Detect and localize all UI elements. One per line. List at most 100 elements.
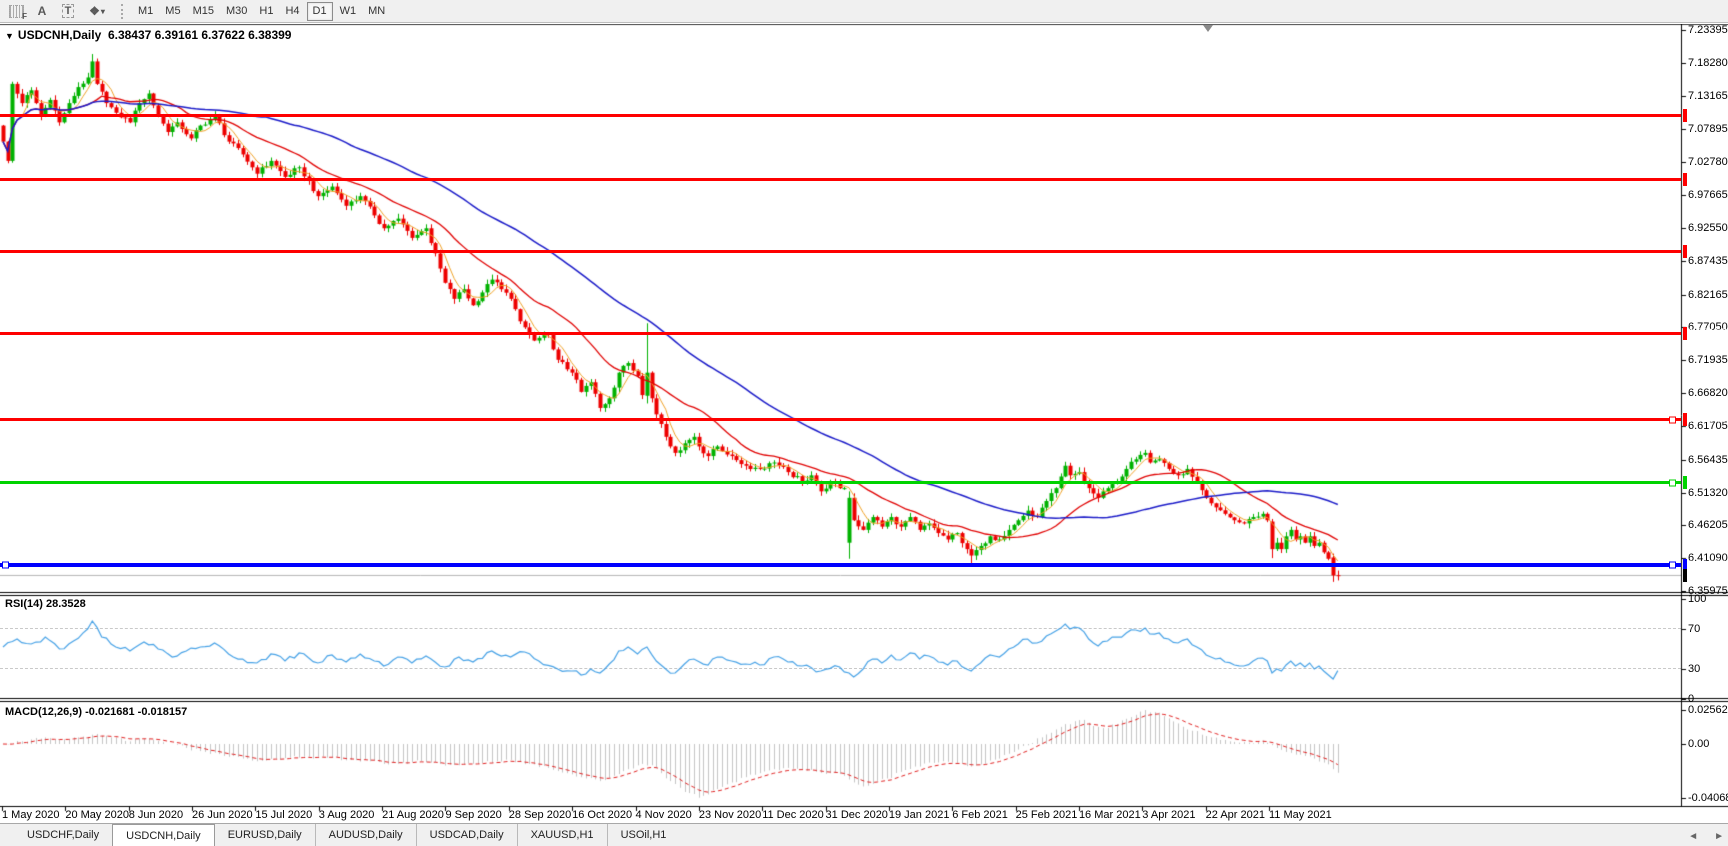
pane-resize-divider[interactable] bbox=[0, 590, 1728, 596]
timeframe-button-mn[interactable]: MN bbox=[368, 5, 386, 17]
date-axis-label: 20 May 2020 bbox=[65, 809, 129, 821]
price-axis-tick-label: 6.51320 bbox=[1688, 486, 1728, 499]
tab-scroll-right-icon[interactable]: ► bbox=[1714, 831, 1724, 842]
toolbar-grip-handle[interactable] bbox=[121, 3, 127, 19]
date-axis-label: 3 Apr 2021 bbox=[1142, 809, 1196, 821]
objects-grid-icon[interactable]: F bbox=[3, 2, 29, 21]
price-axis-tick-label: 7.23395 bbox=[1688, 24, 1728, 36]
shapes-glyph: ❖ bbox=[89, 4, 100, 18]
timeframe-button-m15[interactable]: M15 bbox=[192, 5, 214, 17]
collapse-chart-icon[interactable]: ▼ bbox=[5, 31, 14, 41]
timeframe-button-m5[interactable]: M5 bbox=[165, 5, 181, 17]
date-axis-label: 22 Apr 2021 bbox=[1205, 809, 1265, 821]
price-axis-tick-label: 6.92550 bbox=[1688, 221, 1728, 234]
text-box-glyph: T bbox=[61, 4, 75, 18]
price-axis-tick-label: 7.18280 bbox=[1688, 56, 1728, 69]
rsi-axis-label: 30 bbox=[1688, 663, 1701, 675]
date-axis-label: 21 Aug 2020 bbox=[382, 809, 444, 821]
timeframe-button-h1[interactable]: H1 bbox=[259, 5, 274, 17]
line-handle[interactable] bbox=[2, 561, 9, 569]
line-handle[interactable] bbox=[1669, 561, 1676, 569]
chart-tab-audusd[interactable]: AUDUSD,Daily bbox=[314, 824, 416, 846]
line-price-label: 7.00029 bbox=[1683, 173, 1727, 187]
price-axis-tick-label: 7.13165 bbox=[1688, 89, 1728, 102]
date-axis-label: 26 Jun 2020 bbox=[192, 809, 253, 821]
date-axis-label: 25 Feb 2021 bbox=[1015, 809, 1078, 821]
symbol-period-label: USDCNH,Daily bbox=[17, 28, 102, 42]
horizontal-level-line[interactable] bbox=[0, 114, 1681, 118]
chart-tab-usoil[interactable]: USOil,H1 bbox=[606, 824, 680, 846]
timeframe-toolbar: M1 M5 M15 M30 H1 H4 D1 W1 MN bbox=[133, 1, 390, 21]
ohlc-values: 6.38437 6.39161 6.37622 6.38399 bbox=[107, 28, 292, 42]
price-axis-tick-label: 7.07895 bbox=[1688, 123, 1728, 136]
timeframe-button-w1[interactable]: W1 bbox=[339, 5, 357, 17]
date-axis-label: 23 Nov 2020 bbox=[698, 809, 762, 821]
horizontal-level-line[interactable] bbox=[0, 331, 1681, 335]
date-axis-label: 11 Dec 2020 bbox=[762, 809, 824, 821]
date-axis-label: 16 Mar 2021 bbox=[1078, 809, 1141, 821]
date-axis-label: 15 Jul 2020 bbox=[255, 809, 313, 821]
price-axis-tick-label: 6.82165 bbox=[1688, 288, 1728, 301]
chart-tab-usdchf[interactable]: USDCHF,Daily bbox=[27, 829, 100, 841]
horizontal-level-line[interactable] bbox=[0, 479, 1681, 487]
price-axis-tick-label: 6.46205 bbox=[1688, 519, 1728, 532]
chart-shift-marker-icon[interactable] bbox=[1203, 25, 1213, 32]
text-box-icon[interactable]: T bbox=[55, 2, 81, 21]
timeframe-button-m30[interactable]: M30 bbox=[225, 5, 248, 17]
line-price-label: 6.76157 bbox=[1683, 326, 1727, 340]
price-axis-tick-label: 6.56435 bbox=[1688, 453, 1728, 466]
rsi-indicator-label: RSI(14) 28.3528 bbox=[5, 598, 86, 610]
macd-axis-label: -0.040687 bbox=[1688, 791, 1728, 804]
timeframe-button-m1[interactable]: M1 bbox=[138, 5, 154, 17]
macd-axis-label: 0.00 bbox=[1688, 738, 1710, 750]
date-axis-label: 11 May 2021 bbox=[1269, 809, 1332, 821]
price-axis-tick-label: 6.71935 bbox=[1688, 354, 1728, 367]
dropdown-arrow-icon[interactable]: ▾ bbox=[100, 6, 105, 16]
line-handle[interactable] bbox=[1669, 479, 1676, 487]
chart-tab-eurusd[interactable]: EURUSD,Daily bbox=[227, 829, 302, 841]
macd-indicator-label: MACD(12,26,9) -0.021681 -0.018157 bbox=[5, 706, 188, 718]
chart-tab-bar: USDCHF,Daily USDCNH,Daily EURUSD,Daily AUDU… bbox=[0, 823, 1728, 846]
timeframe-button-h4[interactable]: H4 bbox=[285, 5, 300, 17]
rsi-axis-label: 70 bbox=[1688, 623, 1701, 635]
line-price-label: 6.62646 bbox=[1683, 413, 1727, 427]
pane-resize-divider[interactable] bbox=[0, 697, 1728, 703]
grid-f-glyph: F bbox=[22, 11, 27, 21]
date-axis-label: 6 Feb 2021 bbox=[952, 809, 1008, 821]
text-label-icon[interactable]: A bbox=[37, 4, 47, 18]
price-axis-tick-label: 6.66820 bbox=[1688, 387, 1728, 400]
price-axis-tick-label: 6.87435 bbox=[1688, 254, 1728, 267]
rsi-axis-label: 100 bbox=[1688, 593, 1707, 605]
date-axis-label: 31 Dec 2020 bbox=[825, 809, 888, 821]
grid-glyph bbox=[8, 4, 24, 18]
price-axis-tick-label: 6.41090 bbox=[1688, 552, 1728, 565]
line-price-label: 7.10011 bbox=[1683, 109, 1726, 123]
line-price-label: 6.52865 bbox=[1683, 476, 1727, 490]
price-axis-tick-label: 7.02780 bbox=[1688, 156, 1728, 169]
date-axis-label: 9 Sep 2020 bbox=[445, 809, 502, 821]
chart-window: ▼ USDCNH,Daily 6.38437 6.39161 6.37622 6.… bbox=[0, 24, 1728, 846]
chart-tab-usdcad[interactable]: USDCAD,Daily bbox=[415, 824, 517, 846]
chart-tab-usdcnh[interactable]: USDCNH,Daily bbox=[112, 824, 215, 846]
date-axis-label: 4 Nov 2020 bbox=[635, 809, 692, 821]
shapes-icon[interactable]: ❖ ▾ bbox=[81, 2, 113, 21]
timeframe-button-d1[interactable]: D1 bbox=[306, 1, 333, 21]
tab-scroll-left-icon[interactable]: ◄ bbox=[1688, 831, 1699, 842]
current-price-label: 6.38399 bbox=[1683, 568, 1727, 582]
price-axis-tick-label: 6.35975 bbox=[1688, 584, 1728, 597]
date-axis-label: 19 Jan 2021 bbox=[888, 809, 950, 821]
date-axis-label: 1 May 2020 bbox=[2, 809, 60, 821]
macd-axis-label: 0.025623 bbox=[1688, 704, 1728, 717]
horizontal-level-line[interactable] bbox=[0, 178, 1681, 182]
chart-title: ▼ USDCNH,Daily 6.38437 6.39161 6.37622 6.… bbox=[5, 28, 291, 42]
line-price-label: 6.40026 bbox=[1683, 558, 1727, 572]
chart-tab-xauusd[interactable]: XAUUSD,H1 bbox=[516, 824, 607, 846]
price-chart-canvas[interactable] bbox=[0, 24, 1728, 846]
horizontal-level-line[interactable] bbox=[0, 561, 1681, 569]
line-handle[interactable] bbox=[1669, 416, 1676, 424]
horizontal-level-line[interactable] bbox=[0, 249, 1681, 253]
horizontal-level-line[interactable] bbox=[0, 416, 1681, 424]
date-axis-label: 8 Jun 2020 bbox=[128, 809, 184, 821]
date-axis-label: 16 Oct 2020 bbox=[572, 809, 633, 821]
tab-scroll-controls: ◄ ► bbox=[1688, 831, 1724, 842]
